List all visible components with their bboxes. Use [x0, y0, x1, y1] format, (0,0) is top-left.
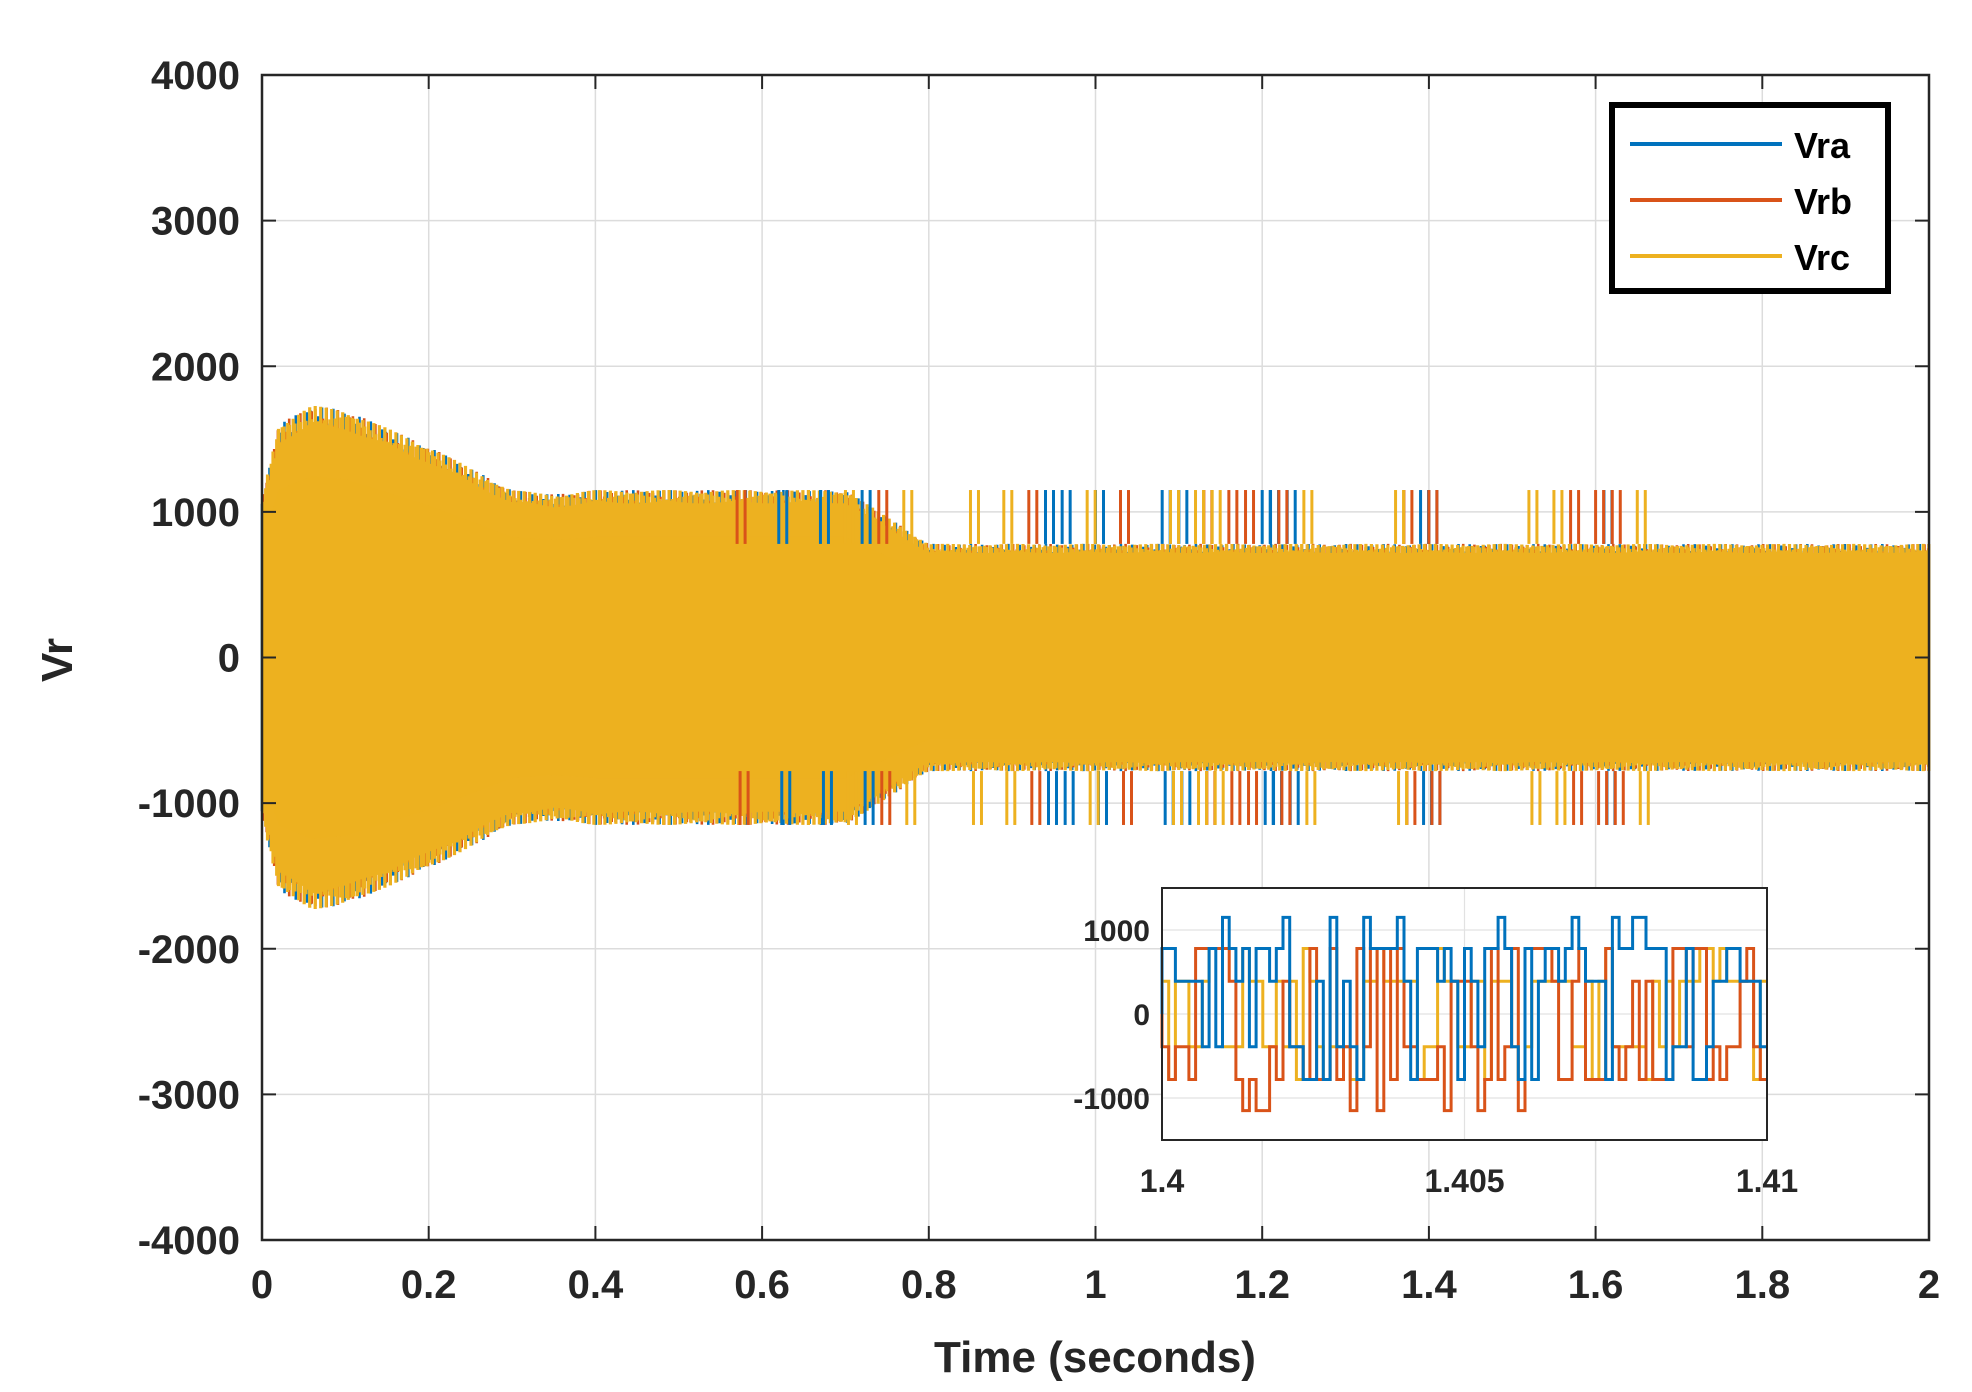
main-waveforms [260, 406, 1931, 909]
inset-y-tick-label: -1000 [1073, 1083, 1150, 1116]
x-tick-label: 2 [1918, 1263, 1940, 1307]
y-tick-label: 2000 [151, 345, 240, 389]
y-tick-label: 1000 [151, 491, 240, 535]
legend-label-vra: Vra [1794, 125, 1851, 166]
legend: Vra Vrb Vrc [1609, 102, 1891, 294]
y-tick-label: -4000 [138, 1219, 240, 1263]
inset-y-tick-label: 0 [1133, 999, 1150, 1032]
x-tick-label: 1 [1084, 1263, 1106, 1307]
y-tick-label: -1000 [138, 782, 240, 826]
main-y-tick-labels: 4000 3000 2000 1000 0 -1000 -2000 -3000 -4000 [138, 54, 240, 1263]
main-tick-marks [261, 74, 1930, 1241]
inset-series-vra [1160, 915, 1767, 1081]
x-tick-label: 0.4 [568, 1263, 624, 1307]
x-tick-label: 1.4 [1401, 1263, 1457, 1307]
x-axis-title: Time (seconds) [934, 1333, 1256, 1382]
y-axis-title: Vr [33, 638, 82, 682]
main-x-tick-labels: 0 0.2 0.4 0.6 0.8 1 1.2 1.4 1.6 1.8 2 [251, 1263, 1940, 1307]
inset-axes-box [1161, 887, 1768, 1141]
inset-x-tick-label: 1.41 [1736, 1163, 1798, 1199]
x-tick-label: 0.8 [901, 1263, 957, 1307]
inset-y-tick-label: 1000 [1083, 915, 1150, 948]
series-vrc-band [262, 476, 1929, 839]
x-tick-label: 1.8 [1734, 1263, 1790, 1307]
inset-x-tick-label: 1.405 [1424, 1163, 1504, 1199]
x-tick-label: 0 [251, 1263, 273, 1307]
legend-label-vrb: Vrb [1794, 181, 1852, 222]
x-tick-label: 0.6 [734, 1263, 790, 1307]
y-tick-label: 0 [218, 637, 240, 681]
x-tick-label: 1.6 [1568, 1263, 1624, 1307]
y-tick-label: -3000 [138, 1073, 240, 1117]
y-tick-label: 3000 [151, 200, 240, 244]
inset-waveforms [1160, 915, 1767, 1113]
inset-x-tick-label: 1.4 [1140, 1163, 1185, 1199]
y-tick-label: 4000 [151, 54, 240, 98]
inset-y-tick-labels: 1000 0 -1000 [1073, 915, 1150, 1116]
y-tick-label: -2000 [138, 928, 240, 972]
inset-x-tick-labels: 1.4 1.405 1.41 [1140, 1163, 1798, 1199]
x-tick-label: 0.2 [401, 1263, 457, 1307]
x-tick-label: 1.2 [1234, 1263, 1290, 1307]
legend-label-vrc: Vrc [1794, 237, 1850, 278]
inset-axes: 1000 0 -1000 1.4 1.405 1.41 [1073, 887, 1798, 1199]
